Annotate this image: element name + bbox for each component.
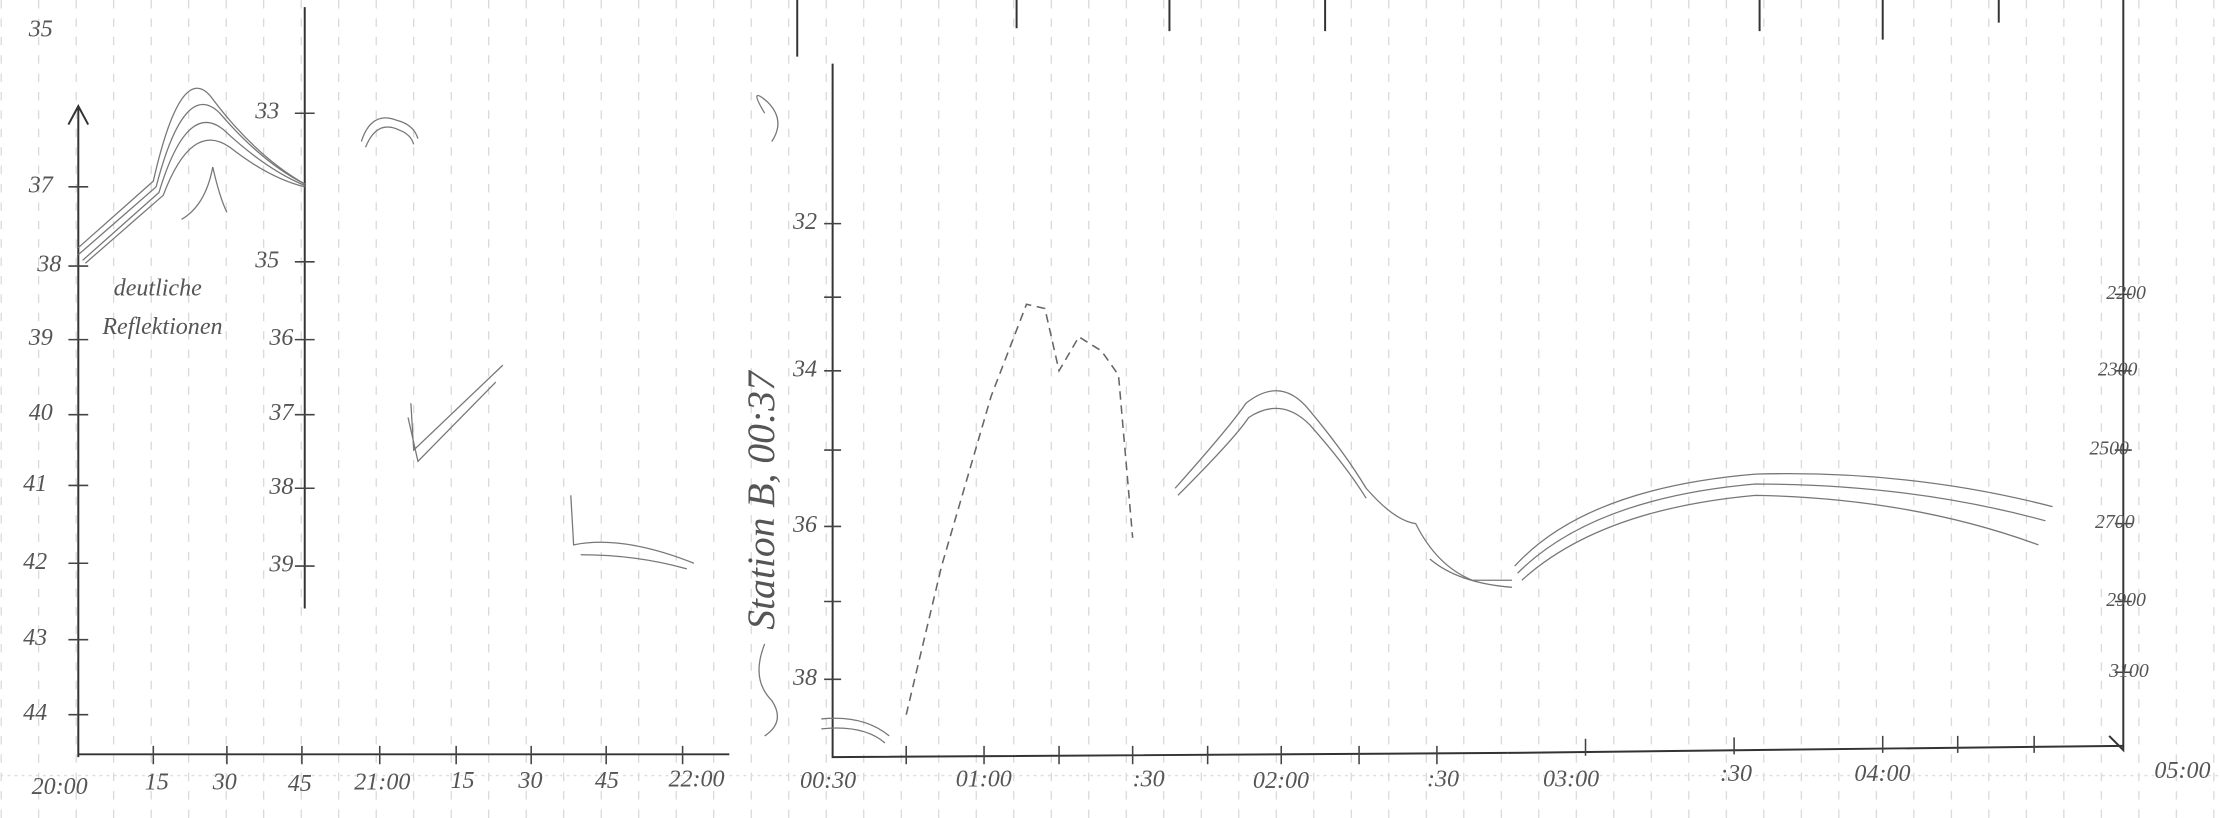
- y-label: 36: [792, 512, 817, 538]
- inner-y-label: 38: [268, 474, 293, 500]
- x-label: 21:00: [354, 770, 410, 796]
- y-label: 2900: [2106, 589, 2146, 611]
- annotation: Reflektionen: [101, 314, 222, 340]
- curve: [1174, 390, 1512, 581]
- x-label: 05:00: [2154, 758, 2210, 784]
- x-label: 00:30: [800, 768, 856, 794]
- y-label: 2700: [2095, 511, 2135, 533]
- curve: [84, 139, 305, 264]
- curve: [1514, 473, 2053, 567]
- curve: [905, 303, 1134, 715]
- y-label: 34: [792, 356, 817, 382]
- middle-labels: Station B, 00:37 32 34 36 38 00:30 01:00…: [739, 209, 2211, 794]
- x-label: 45: [595, 768, 619, 794]
- x-label: :30: [1720, 761, 1752, 787]
- y-label: 39: [28, 325, 53, 351]
- y-label: 43: [23, 625, 47, 651]
- inner-y-label: 33: [254, 99, 279, 125]
- x-label: :30: [1133, 767, 1165, 793]
- middle-axes: [831, 63, 1508, 759]
- curve: [82, 121, 305, 261]
- curve: [77, 103, 306, 256]
- x-label: 02:00: [1253, 768, 1309, 794]
- x-label: 15: [145, 770, 169, 796]
- inner-y-label: 36: [268, 325, 293, 351]
- x-label: 30: [212, 770, 237, 796]
- inner-y-label: 35: [254, 247, 279, 273]
- y-label: 2500: [2089, 438, 2129, 460]
- y-label: 2200: [2106, 282, 2146, 304]
- y-label: 32: [792, 209, 817, 235]
- curve: [407, 364, 504, 463]
- y-label: 2300: [2098, 358, 2138, 380]
- curve: [1177, 407, 1512, 588]
- x-label: 03:00: [1543, 767, 1599, 793]
- squiggle: [756, 94, 779, 737]
- right-labels: 2200 2300 2500 2700 2900 3100: [2089, 282, 2149, 682]
- y-label: 38: [792, 665, 817, 691]
- tick-marks: [68, 112, 2132, 765]
- vertical-title: Station B, 00:37: [739, 369, 783, 630]
- curve: [77, 87, 306, 249]
- left-y-axis: [67, 104, 90, 758]
- sketch-curves: [77, 87, 2053, 744]
- curve: [1521, 494, 2039, 581]
- x-label: 01:00: [956, 767, 1012, 793]
- y-label: 35: [28, 17, 53, 43]
- right-y-axis: [2108, 0, 2125, 753]
- x-label: 04:00: [1854, 761, 1910, 787]
- curve: [821, 717, 890, 744]
- arrow: [181, 166, 228, 220]
- x-label: 22:00: [668, 767, 724, 793]
- inner-y-label: 39: [268, 552, 293, 578]
- right-x-axis: [1507, 744, 2124, 754]
- y-label: 37: [28, 172, 54, 198]
- curve: [360, 117, 419, 148]
- axes: [67, 0, 2132, 765]
- x-label: :30: [1427, 767, 1459, 793]
- left-labels: 35 37 38 39 40 41 42 43 44 deutliche Ref…: [23, 17, 724, 800]
- x-label: 45: [288, 771, 312, 797]
- x-label: 15: [451, 768, 475, 794]
- inner-y-label: 37: [268, 400, 294, 426]
- top-marks: [796, 0, 2000, 57]
- curve: [1517, 483, 2046, 574]
- x-label: 30: [517, 768, 542, 794]
- y-label: 44: [23, 700, 47, 726]
- y-label: 42: [23, 549, 47, 575]
- x-label: 20:00: [32, 774, 88, 800]
- y-label: 38: [36, 252, 61, 278]
- y-label: 40: [29, 400, 53, 426]
- y-label: 3100: [2108, 660, 2149, 682]
- annotation: deutliche: [114, 276, 202, 302]
- y-label: 41: [23, 471, 47, 497]
- curve: [570, 495, 695, 570]
